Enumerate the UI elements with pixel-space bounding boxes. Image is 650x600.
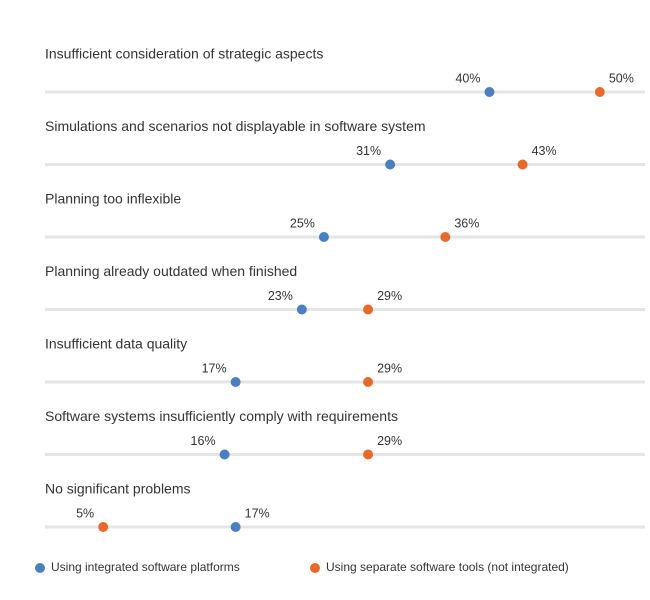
value-label: 36% bbox=[454, 216, 479, 230]
value-label: 29% bbox=[377, 361, 402, 375]
category-label: Insufficient consideration of strategic … bbox=[45, 46, 323, 62]
value-label: 25% bbox=[290, 216, 315, 230]
dot bbox=[385, 159, 396, 170]
value-label: 23% bbox=[268, 289, 293, 303]
dot bbox=[363, 377, 374, 387]
dot bbox=[296, 304, 307, 315]
value-label: 29% bbox=[377, 434, 402, 448]
dot bbox=[363, 449, 374, 460]
dot bbox=[594, 87, 605, 97]
legend-label: Using integrated software platforms bbox=[51, 560, 240, 574]
category-label: Planning already outdated when finished bbox=[45, 263, 297, 279]
dot bbox=[517, 159, 528, 170]
value-label: 17% bbox=[202, 361, 227, 375]
legend-marker bbox=[310, 563, 320, 573]
value-label: 50% bbox=[609, 71, 634, 85]
value-label: 17% bbox=[245, 506, 270, 520]
value-label: 16% bbox=[191, 434, 216, 448]
dot bbox=[440, 232, 451, 242]
dot bbox=[363, 304, 374, 315]
dot bbox=[219, 449, 230, 460]
dot bbox=[484, 87, 495, 97]
dot bbox=[230, 377, 241, 387]
category-label: Planning too inflexible bbox=[45, 191, 181, 207]
category-label: Insufficient data quality bbox=[45, 336, 187, 352]
dot bbox=[318, 232, 329, 242]
value-label: 40% bbox=[455, 71, 480, 85]
value-label: 43% bbox=[532, 144, 557, 158]
value-label: 29% bbox=[377, 289, 402, 303]
category-label: Software systems insufficiently comply w… bbox=[45, 408, 398, 424]
category-label: No significant problems bbox=[45, 481, 191, 497]
legend-label: Using separate software tools (not integ… bbox=[326, 560, 569, 574]
dot bbox=[230, 522, 241, 532]
legend-marker bbox=[35, 563, 45, 573]
category-label: Simulations and scenarios not displayabl… bbox=[45, 118, 426, 134]
value-label: 31% bbox=[356, 144, 381, 158]
value-label: 5% bbox=[76, 506, 94, 520]
dot bbox=[98, 522, 109, 532]
